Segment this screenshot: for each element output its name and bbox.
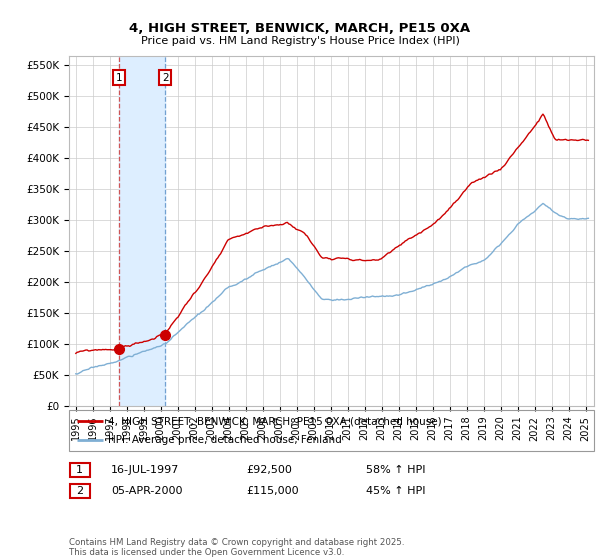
Text: 4, HIGH STREET, BENWICK, MARCH, PE15 0XA (detached house): 4, HIGH STREET, BENWICK, MARCH, PE15 0XA… [109,417,442,426]
Text: 05-APR-2000: 05-APR-2000 [111,486,182,496]
Text: 2: 2 [162,73,169,83]
Text: £115,000: £115,000 [246,486,299,496]
Text: Contains HM Land Registry data © Crown copyright and database right 2025.
This d: Contains HM Land Registry data © Crown c… [69,538,404,557]
Text: 1: 1 [76,465,83,475]
Text: £92,500: £92,500 [246,465,292,475]
Text: 2: 2 [76,486,83,496]
Text: HPI: Average price, detached house, Fenland: HPI: Average price, detached house, Fenl… [109,435,342,445]
Text: 1: 1 [116,73,122,83]
Text: 16-JUL-1997: 16-JUL-1997 [111,465,179,475]
Text: Price paid vs. HM Land Registry's House Price Index (HPI): Price paid vs. HM Land Registry's House … [140,36,460,46]
Bar [119,56,166,406]
Bar [70,484,89,498]
Text: 58% ↑ HPI: 58% ↑ HPI [366,465,425,475]
Text: 45% ↑ HPI: 45% ↑ HPI [366,486,425,496]
Bar [70,463,89,478]
Text: 4, HIGH STREET, BENWICK, MARCH, PE15 0XA: 4, HIGH STREET, BENWICK, MARCH, PE15 0XA [130,22,470,35]
